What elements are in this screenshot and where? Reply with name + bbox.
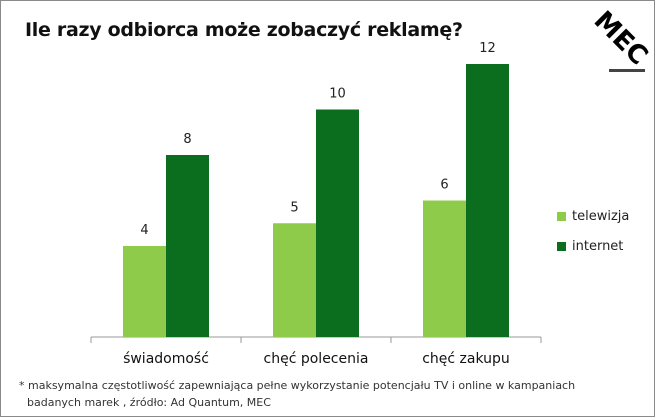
data-label: 12 [479,41,496,56]
bar-internet [466,64,509,337]
legend-label: internet [572,239,624,254]
bar-telewizja [123,246,166,337]
data-label: 5 [290,200,298,215]
data-label: 4 [140,223,148,238]
footnote-line: badanych marek , źródło: Ad Quantum, MEC [27,396,271,409]
bar-telewizja [273,223,316,337]
legend-swatch-telewizja [557,212,566,221]
footnote: * maksymalna częstotliwość zapewniająca … [19,377,639,411]
mec-logo: MEC [589,7,653,72]
bar-telewizja [423,200,466,337]
bar-internet [316,109,359,337]
legend-item-telewizja: telewizja [557,209,629,224]
legend-swatch-internet [557,242,566,251]
data-label: 6 [440,178,448,193]
x-tick-label: chęć zakupu [422,351,510,367]
x-tick-label: chęć polecenia [264,351,369,367]
legend-label: telewizja [572,209,630,224]
bar-internet [166,155,209,337]
chart-title: Ile razy odbiorca może zobaczyć reklamę? [25,19,463,41]
legend-item-internet: internet [557,239,623,254]
data-label: 10 [329,87,346,102]
x-tick-label: świadomość [123,351,209,367]
footnote-line: * maksymalna częstotliwość zapewniająca … [19,379,576,392]
data-label: 8 [183,132,191,147]
